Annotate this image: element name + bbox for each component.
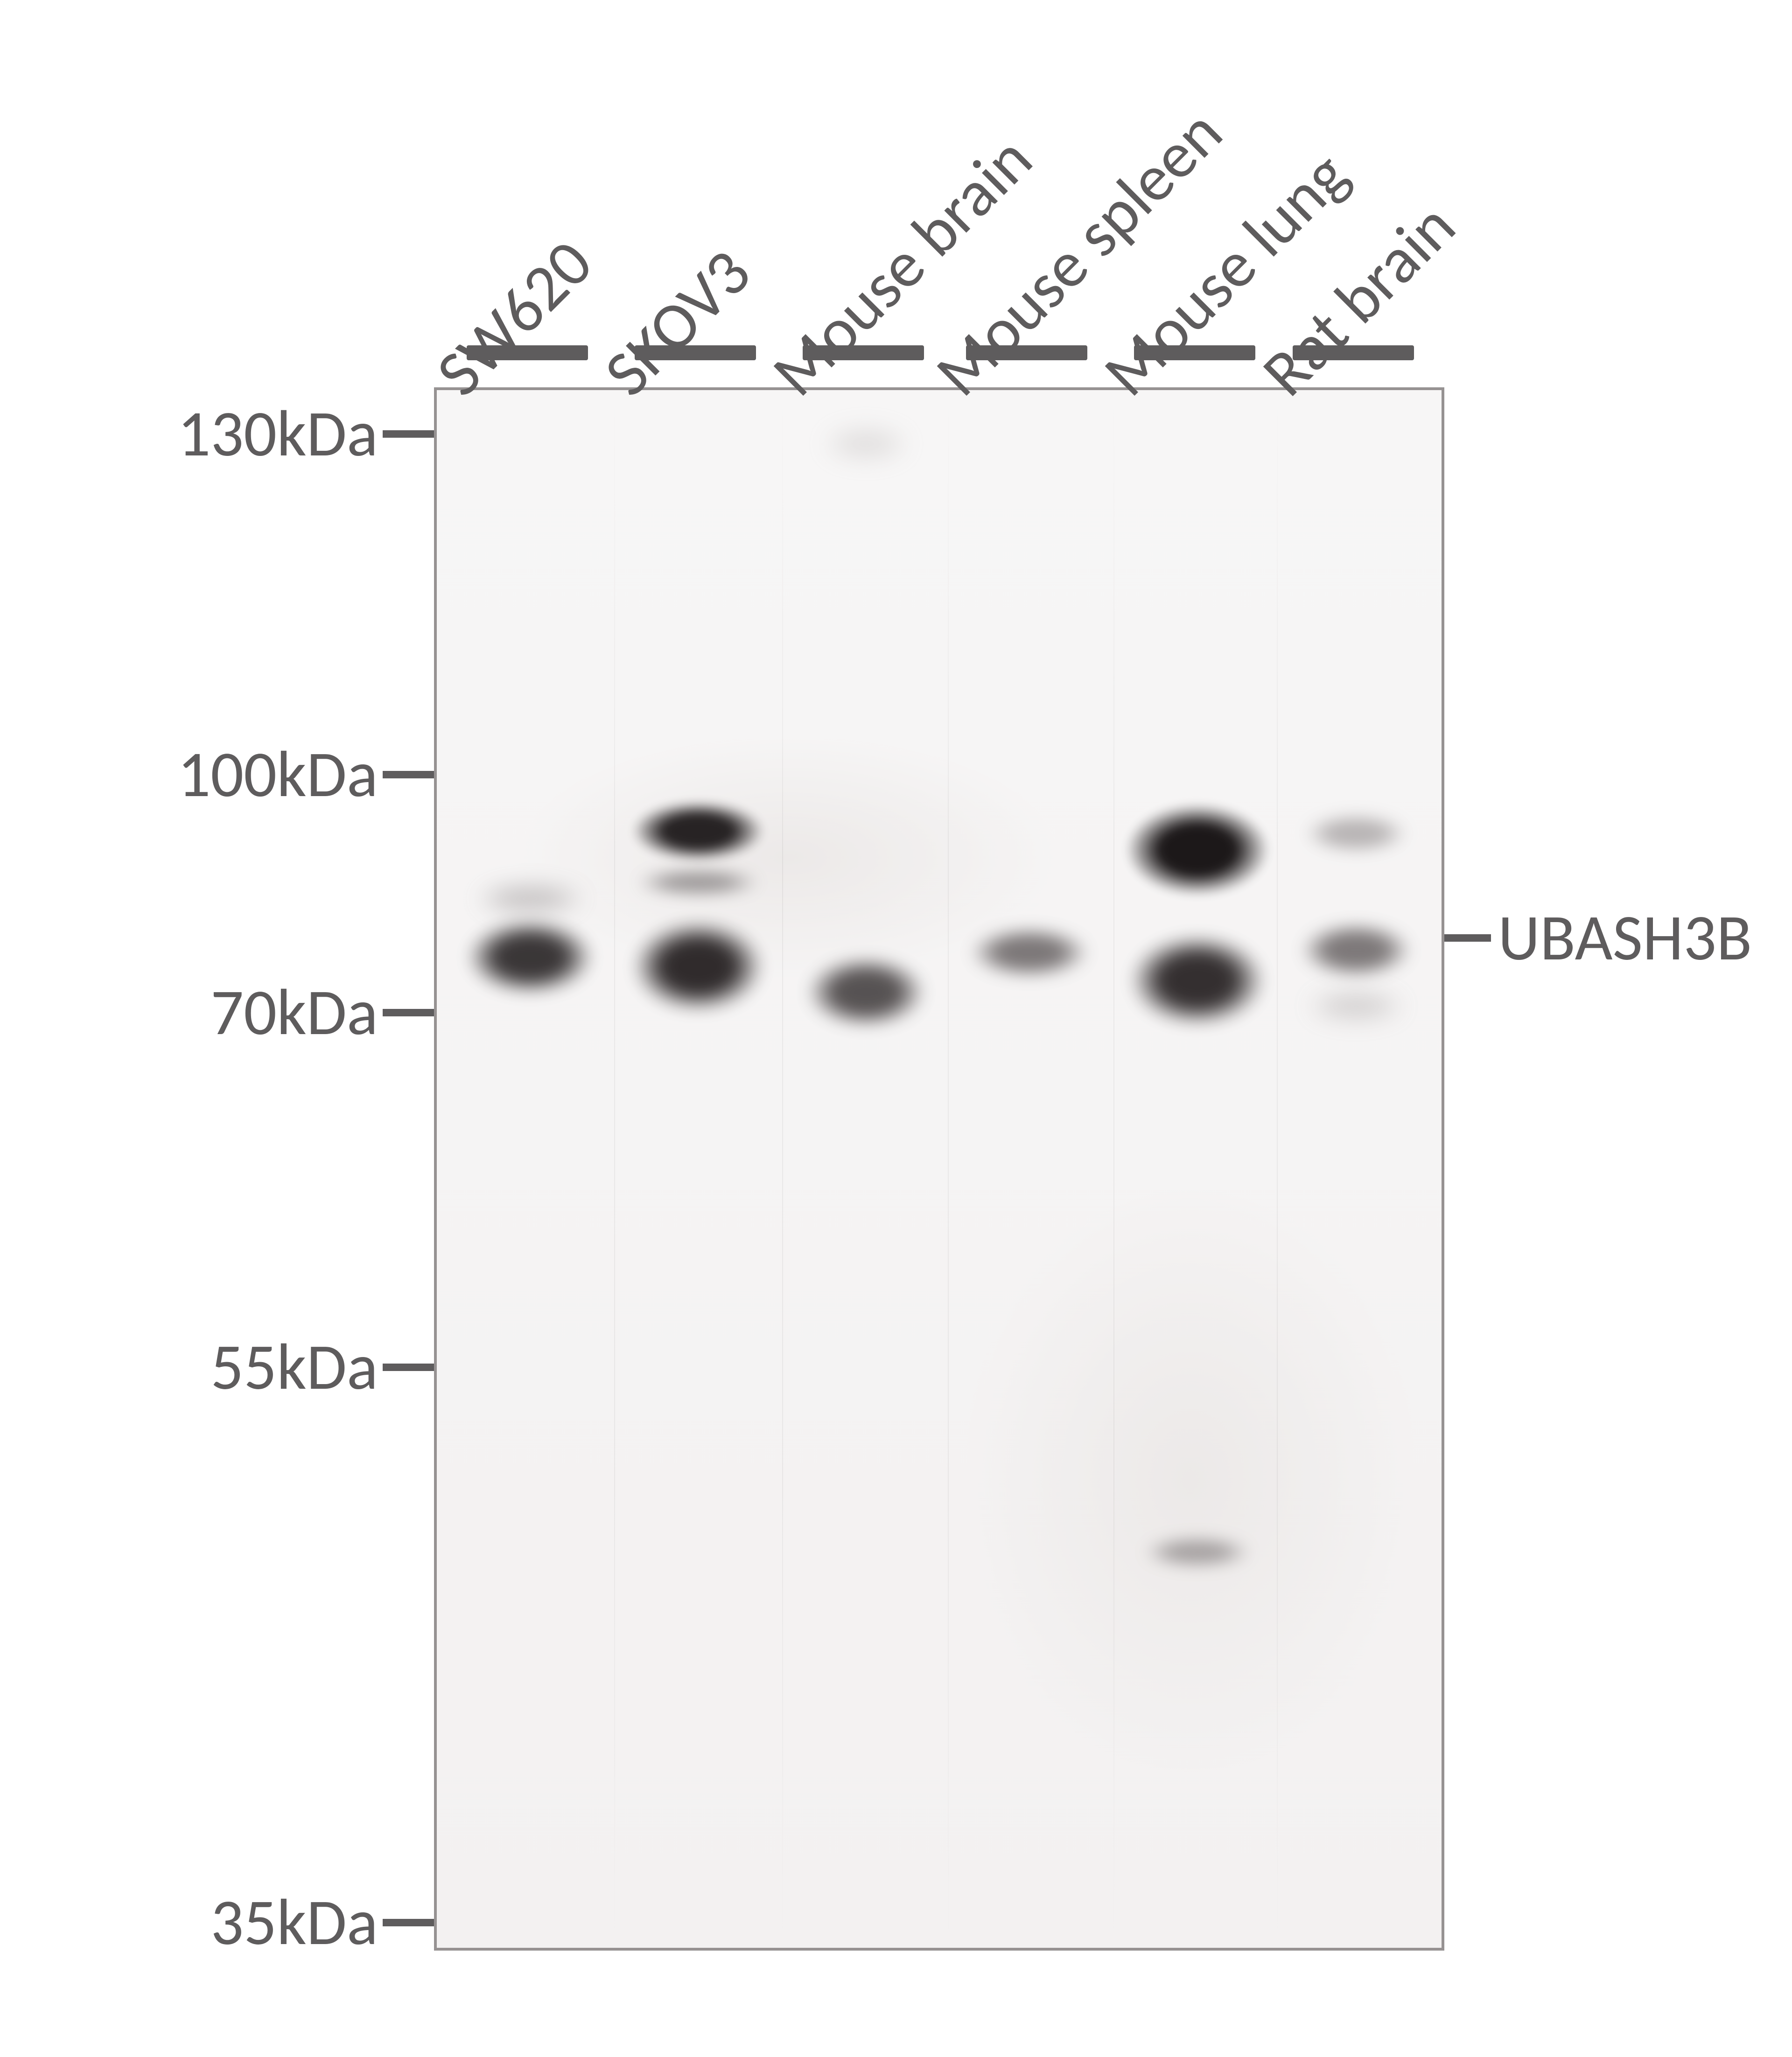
blot-band	[959, 922, 1099, 983]
mw-marker-label: 100kDa	[0, 734, 378, 814]
lane-seam	[1277, 390, 1278, 1948]
blot-band	[465, 880, 595, 917]
target-marker-tick	[1444, 934, 1491, 942]
mw-marker-tick	[383, 771, 434, 778]
mw-marker-label: 35kDa	[0, 1882, 378, 1962]
blot-band	[626, 866, 770, 899]
blot-membrane	[434, 387, 1444, 1951]
lane-seam	[1113, 390, 1114, 1948]
mw-marker-tick	[383, 430, 434, 438]
lane-seam	[614, 390, 615, 1948]
mw-marker-tick	[383, 1364, 434, 1371]
blot-band	[1291, 917, 1421, 983]
blot-band	[815, 423, 917, 465]
lane-seam	[948, 390, 949, 1948]
mw-marker-label: 70kDa	[0, 972, 378, 1052]
lane-seam	[782, 390, 783, 1948]
blot-band	[1134, 1533, 1260, 1571]
blot-band	[621, 796, 775, 866]
blot-band	[1295, 810, 1417, 857]
lane-label: SKOV3	[588, 233, 767, 412]
blot-band	[1298, 987, 1414, 1025]
blot-band	[796, 950, 936, 1034]
blot-band	[621, 913, 775, 1020]
blot-band	[1118, 927, 1277, 1034]
mw-marker-tick	[383, 1919, 434, 1926]
mw-marker-label: 130kDa	[0, 393, 378, 473]
target-label: UBASH3B	[1498, 897, 1752, 977]
mw-marker-label: 55kDa	[0, 1327, 378, 1406]
blot-band	[1113, 796, 1281, 903]
lane-label: SW620	[420, 224, 608, 412]
figure-canvas: SW620SKOV3Mouse brainMouse spleenMouse l…	[0, 0, 1792, 2057]
mw-marker-tick	[383, 1009, 434, 1016]
blot-band	[455, 913, 605, 1001]
